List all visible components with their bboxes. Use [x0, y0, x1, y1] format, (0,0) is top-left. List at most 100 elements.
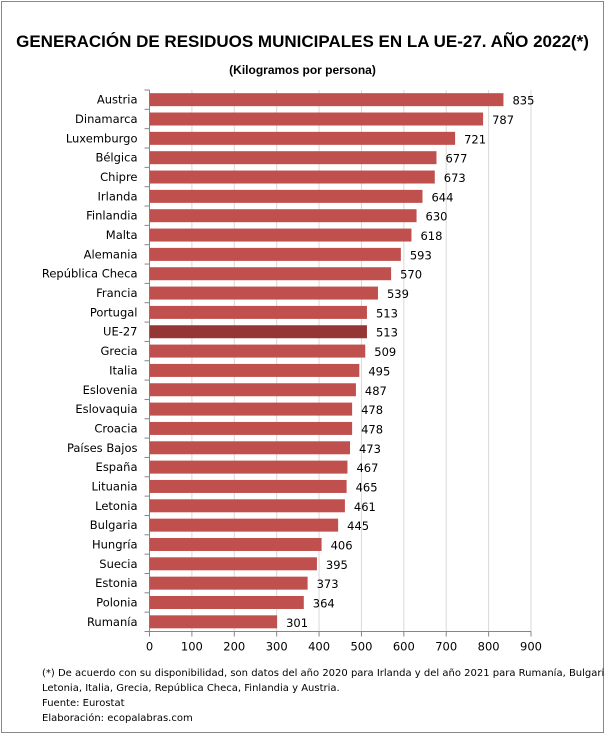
data-label: 495 — [368, 364, 390, 378]
data-label: 373 — [317, 577, 339, 591]
x-tick-label: 700 — [435, 640, 457, 654]
category-label: Polonia — [96, 595, 137, 609]
data-label: 445 — [347, 519, 369, 533]
chart-subtitle: (Kilogramos por persona) — [229, 63, 376, 77]
bar-chipre — [149, 170, 435, 184]
category-label: Croacia — [94, 421, 137, 435]
category-label: España — [96, 460, 138, 474]
data-label: 487 — [365, 384, 387, 398]
data-label: 721 — [464, 132, 486, 146]
chart-title: GENERACIÓN DE RESIDUOS MUNICIPALES EN LA… — [16, 32, 589, 51]
bar-eslovenia — [149, 383, 356, 397]
chart-notes: (*) De acuerdo con su disponibilidad, so… — [42, 666, 605, 726]
category-label: Irlanda — [98, 189, 138, 203]
data-label: 406 — [331, 538, 353, 552]
bar-eslovaquia — [149, 402, 353, 416]
x-tick-label: 100 — [181, 640, 203, 654]
category-label: Italia — [109, 363, 137, 377]
bar-italia — [149, 363, 360, 377]
data-label: 513 — [376, 326, 398, 340]
bar-alemania — [149, 247, 401, 261]
x-tick-label: 300 — [266, 640, 288, 654]
x-tick-label: 500 — [350, 640, 372, 654]
bar-polonia — [149, 595, 304, 609]
x-tick-label: 900 — [520, 640, 542, 654]
data-label: 513 — [376, 306, 398, 320]
data-label: 570 — [400, 268, 422, 282]
bar-grecia — [149, 344, 366, 358]
data-label: 478 — [361, 403, 383, 417]
bar-hungría — [149, 537, 322, 551]
bar-ue-27 — [149, 325, 367, 339]
category-label: Alemania — [84, 247, 138, 261]
category-label: Austria — [97, 93, 138, 107]
bar-españa — [149, 460, 348, 474]
footnote-line-1: (*) De acuerdo con su disponibilidad, so… — [42, 668, 605, 679]
category-label: Luxemburgo — [66, 131, 138, 145]
x-tick-label: 200 — [223, 640, 245, 654]
data-label: 673 — [444, 171, 466, 185]
data-label: 509 — [374, 345, 396, 359]
bar-lituania — [149, 479, 347, 493]
bar-portugal — [149, 305, 367, 319]
data-label: 835 — [512, 94, 534, 108]
x-tick-label: 0 — [146, 640, 153, 654]
category-label: Grecia — [100, 344, 137, 358]
credit-note: Elaboración: ecopalabras.com — [42, 713, 193, 724]
category-label: Hungría — [92, 537, 138, 551]
category-label: Eslovenia — [83, 383, 138, 397]
category-label: Malta — [106, 228, 138, 242]
category-label: Estonia — [95, 576, 137, 590]
x-tick-label: 400 — [308, 640, 330, 654]
bar-croacia — [149, 421, 353, 435]
source-note: Fuente: Eurostat — [42, 698, 125, 709]
data-label: 644 — [431, 190, 453, 204]
bar-república-checa — [149, 267, 392, 281]
bar-estonia — [149, 576, 308, 590]
category-label: Dinamarca — [75, 112, 137, 126]
bar-austria — [149, 93, 504, 107]
data-label: 593 — [410, 248, 432, 262]
data-label: 364 — [313, 596, 335, 610]
category-label: Países Bajos — [67, 441, 138, 455]
data-label: 473 — [359, 442, 381, 456]
category-label: Lituania — [92, 479, 138, 493]
bar-países-bajos — [149, 441, 350, 455]
category-label: UE-27 — [103, 325, 137, 339]
bar-finlandia — [149, 209, 417, 223]
bar-bulgaria — [149, 518, 339, 532]
data-label: 461 — [354, 500, 376, 514]
data-label: 478 — [361, 422, 383, 436]
bar-francia — [149, 286, 378, 300]
category-label: Suecia — [99, 557, 137, 571]
data-label: 395 — [326, 558, 348, 572]
data-label: 465 — [356, 480, 378, 494]
footnote-line-2: Letonia, Italia, Grecia, República Checa… — [42, 683, 340, 694]
x-tick-label: 600 — [393, 640, 415, 654]
category-label: República Checa — [42, 267, 138, 281]
data-label: 301 — [286, 616, 308, 630]
category-label: Chipre — [100, 170, 137, 184]
data-label: 539 — [387, 287, 409, 301]
category-label: Rumanía — [87, 615, 138, 629]
category-label: Eslovaquia — [75, 402, 137, 416]
bar-luxemburgo — [149, 131, 456, 145]
data-label: 787 — [492, 113, 514, 127]
bar-irlanda — [149, 189, 423, 203]
bar-suecia — [149, 557, 317, 571]
category-label: Francia — [96, 286, 137, 300]
data-label: 618 — [420, 229, 442, 243]
bar-bélgica — [149, 151, 437, 165]
data-label: 630 — [426, 210, 448, 224]
bar-rumanía — [149, 615, 278, 629]
bar-dinamarca — [149, 112, 484, 126]
category-label: Portugal — [90, 305, 138, 319]
bar-malta — [149, 228, 412, 242]
bar-letonia — [149, 499, 345, 513]
category-label: Finlandia — [86, 209, 137, 223]
data-label: 677 — [445, 152, 467, 166]
category-label: Bulgaria — [90, 518, 138, 532]
category-label: Letonia — [95, 499, 137, 513]
category-label: Bélgica — [95, 151, 137, 165]
